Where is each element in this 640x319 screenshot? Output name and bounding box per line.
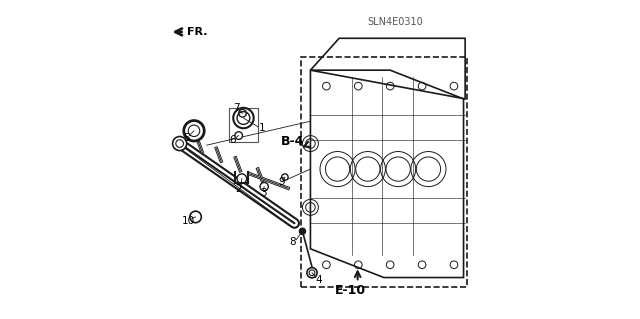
Circle shape — [190, 211, 202, 223]
Text: 8: 8 — [289, 237, 296, 248]
Text: 4: 4 — [315, 275, 322, 285]
Circle shape — [233, 108, 253, 128]
Circle shape — [184, 121, 204, 141]
Text: B-4: B-4 — [281, 136, 305, 148]
Text: 6: 6 — [229, 135, 236, 145]
Text: 3: 3 — [260, 188, 266, 198]
Text: 1: 1 — [259, 122, 266, 133]
Text: 2: 2 — [236, 184, 242, 194]
Circle shape — [260, 182, 268, 191]
Text: FR.: FR. — [187, 27, 207, 37]
Circle shape — [307, 268, 317, 278]
Circle shape — [188, 125, 200, 137]
Text: E-10: E-10 — [335, 284, 366, 297]
Circle shape — [239, 109, 246, 117]
Circle shape — [237, 174, 246, 183]
Text: 7: 7 — [233, 103, 240, 114]
Text: 5: 5 — [183, 133, 190, 143]
Text: SLN4E0310: SLN4E0310 — [367, 17, 423, 27]
Text: 9: 9 — [278, 177, 285, 188]
Bar — [229, 108, 258, 142]
Circle shape — [282, 174, 288, 180]
Text: 10: 10 — [182, 216, 195, 226]
Circle shape — [235, 132, 243, 139]
Circle shape — [300, 228, 306, 234]
Circle shape — [173, 137, 187, 151]
